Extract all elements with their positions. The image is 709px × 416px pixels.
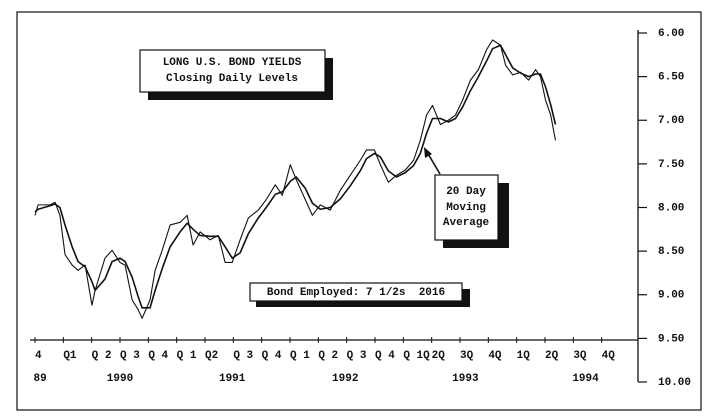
x-tick-label: Q 4 — [262, 350, 282, 362]
x-tick-label: 4Q — [602, 350, 616, 362]
annotation-text: 20 Day — [446, 186, 486, 198]
title-box: LONG U.S. BOND YIELDS Closing Daily Leve… — [139, 49, 333, 100]
arrow-head — [424, 147, 432, 158]
y-tick-label: 8.00 — [658, 202, 684, 214]
y-tick-label: 8.50 — [658, 246, 684, 258]
year-label: 1993 — [452, 373, 479, 385]
x-tick-label: Q2 — [205, 350, 218, 362]
x-tick-label: Q 3 — [233, 350, 253, 362]
x-tick-label: Q1 — [63, 350, 77, 362]
x-tick-label: 1Q — [517, 350, 531, 362]
year-label: 1991 — [219, 373, 246, 385]
x-tick-label: 3Q — [460, 350, 474, 362]
x-tick-label: Q 3 — [120, 350, 140, 362]
box — [434, 174, 499, 241]
frame — [16, 11, 702, 411]
y-tick-label: 9.50 — [658, 333, 684, 345]
box — [249, 282, 463, 302]
year-label: 1992 — [332, 373, 358, 385]
y-tick-label: 7.50 — [658, 159, 684, 171]
series-line — [34, 39, 557, 319]
plot-lines — [34, 39, 557, 319]
x-tick-label: Q 2 — [318, 350, 338, 362]
x-tick-label: Q 1 — [177, 350, 197, 362]
series-line — [34, 44, 557, 309]
annotation-text: Bond Employed: 7 1/2s 2016 — [267, 287, 445, 299]
bond-annotation: Bond Employed: 7 1/2s 2016 — [249, 282, 470, 307]
box — [139, 49, 326, 93]
x-tick-label: Q 4 — [375, 350, 395, 362]
x-tick-label: Q 1 — [290, 350, 310, 362]
ma-annotation: 20 Day Moving Average — [424, 147, 509, 248]
x-tick-label: Q 3 — [347, 350, 367, 362]
x-tick-label: Q 4 — [148, 350, 168, 362]
annotation-text: Moving — [446, 202, 486, 214]
y-tick-label: 6.50 — [658, 72, 684, 84]
y-tick-label: 9.00 — [658, 290, 684, 302]
x-tick-label: Q 1Q — [403, 350, 430, 362]
annotation-text: Average — [443, 217, 490, 229]
x-tick-label: 2Q — [432, 350, 446, 362]
x-tick-label: 4 — [35, 350, 42, 362]
year-label: 1994 — [572, 373, 599, 385]
chart-subtitle: Closing Daily Levels — [166, 73, 298, 85]
y-tick-label: 7.00 — [658, 115, 684, 127]
x-tick-label: 2Q — [545, 350, 559, 362]
year-label: 1990 — [107, 373, 133, 385]
x-tick-label: Q 2 — [92, 350, 112, 362]
y-tick-label: 10.00 — [658, 377, 691, 389]
year-label: 89 — [33, 373, 46, 385]
x-tick-label: 4Q — [488, 350, 502, 362]
chart-title: LONG U.S. BOND YIELDS — [163, 57, 302, 69]
y-tick-label: 6.00 — [658, 28, 684, 40]
arrow — [426, 151, 441, 175]
x-tick-label: 3Q — [573, 350, 587, 362]
